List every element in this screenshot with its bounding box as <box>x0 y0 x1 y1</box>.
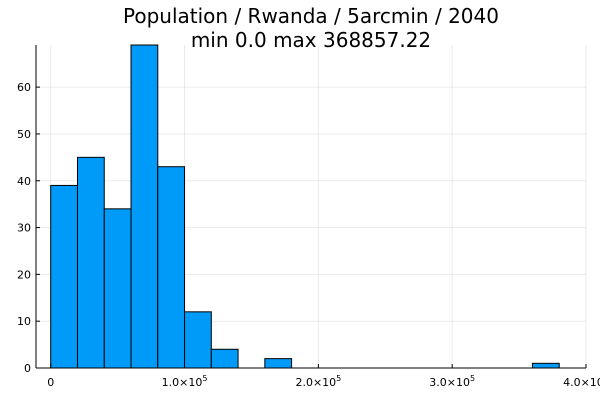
x-tick-labels: 0 1.0×105 2.0×105 3.0×105 4.0×105 <box>47 374 600 389</box>
histogram-bar <box>76 156 105 369</box>
y-tick-label: 10 <box>17 315 31 328</box>
x-tick-label: 4.0×105 <box>563 374 600 389</box>
x-tick-label: 3.0×105 <box>429 374 475 389</box>
y-tick-label: 40 <box>17 175 31 188</box>
x-tick-label: 1.0×105 <box>162 374 208 389</box>
y-tick-label: 20 <box>17 268 31 281</box>
histogram-bar <box>264 358 293 369</box>
x-tick-label: 0 <box>47 376 54 389</box>
histogram-bar <box>531 362 560 369</box>
chart-title: Population / Rwanda / 5arcmin / 2040 <box>123 4 499 28</box>
histogram-bar <box>103 208 132 369</box>
x-tick-label: 2.0×105 <box>295 374 341 389</box>
histogram-bar <box>50 184 78 369</box>
histogram-bars <box>50 44 560 369</box>
y-tick-label: 30 <box>17 222 31 235</box>
histogram-bar <box>130 44 159 369</box>
histogram-bar <box>184 311 212 369</box>
y-tick-labels: 0 10 20 30 40 50 60 <box>17 81 31 375</box>
y-tick-label: 50 <box>17 128 31 141</box>
histogram-bar <box>210 348 239 369</box>
chart-subtitle: min 0.0 max 368857.22 <box>191 28 431 52</box>
axes <box>35 45 587 369</box>
y-tick-label: 60 <box>17 81 31 94</box>
y-tick-label: 0 <box>24 362 31 375</box>
histogram-bar <box>157 166 186 369</box>
